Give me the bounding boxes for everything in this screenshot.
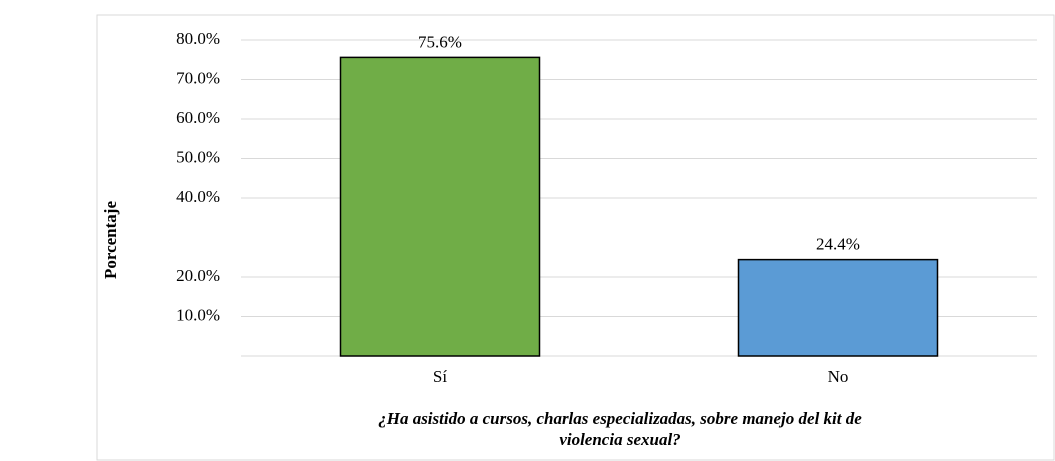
y-tick-label: 40.0%: [176, 187, 220, 206]
x-axis-label: violencia sexual?: [559, 430, 680, 449]
data-label: 75.6%: [418, 32, 462, 51]
bar: [737, 258, 939, 357]
chart-frame: [96, 14, 1055, 461]
data-label: 24.4%: [816, 235, 860, 254]
x-axis-label: ¿Ha asistido a cursos, charlas especiali…: [378, 409, 862, 428]
y-tick-label: 10.0%: [176, 305, 220, 324]
y-tick-label: 70.0%: [176, 68, 220, 87]
bar: [339, 56, 541, 357]
x-tick-label: No: [828, 367, 849, 386]
y-tick-label: 80.0%: [176, 29, 220, 48]
y-axis-label: Porcentaje: [101, 201, 120, 279]
y-tick-label: 60.0%: [176, 108, 220, 127]
x-tick-label: Sí: [433, 367, 447, 386]
y-tick-label: 20.0%: [176, 266, 220, 285]
y-tick-label: 50.0%: [176, 147, 220, 166]
